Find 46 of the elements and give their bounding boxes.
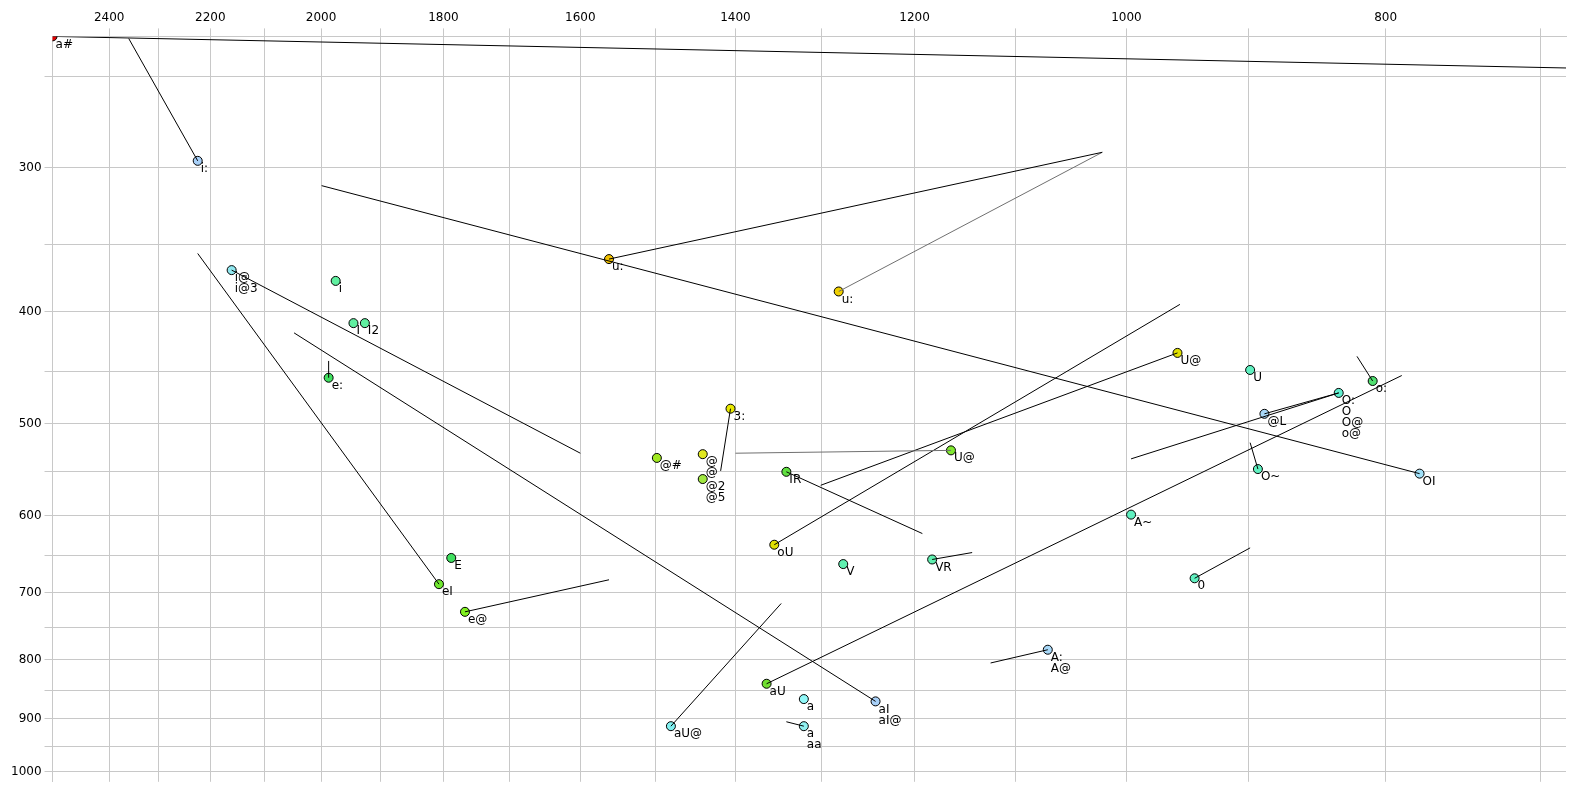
- y-tick-label: 800: [18, 651, 42, 666]
- x-tick-label: 2200: [195, 10, 226, 25]
- annotation: V: [846, 564, 856, 579]
- annotation: u:: [612, 259, 624, 274]
- annotation: VR: [935, 559, 952, 574]
- annotation: i:: [200, 160, 209, 175]
- y-tick-label: 400: [18, 304, 42, 319]
- x-tick-label: 1600: [565, 10, 596, 25]
- annotation: 3:: [733, 408, 746, 423]
- annotation: E: [454, 558, 462, 573]
- y-tick-label: 1000: [10, 763, 42, 778]
- annotation: i: [338, 281, 343, 296]
- annotation: eI: [441, 584, 453, 599]
- annotation: IR: [789, 471, 802, 486]
- annotation: A~: [1134, 514, 1153, 529]
- y-tick-label: 500: [18, 416, 42, 431]
- annotation: a: [806, 699, 815, 714]
- annotation: oU: [777, 544, 794, 559]
- x-tick-label: 2400: [93, 10, 125, 25]
- y-tick-label: 300: [18, 159, 42, 174]
- annotation: aU: [769, 683, 786, 698]
- annotation: 0: [1197, 578, 1206, 593]
- y-tick-label: 900: [18, 711, 42, 726]
- annotation: aU@: [673, 726, 703, 741]
- annotation: a#: [55, 36, 73, 51]
- annotation: @#: [659, 458, 682, 473]
- x-tick-label: 1000: [1111, 10, 1142, 25]
- annotation: U@: [953, 450, 975, 465]
- annotation: OI: [1422, 473, 1436, 488]
- x-tick-label: 1200: [899, 10, 930, 25]
- annotation: i@3: [234, 281, 258, 296]
- annotation: @L: [1267, 413, 1287, 428]
- annotation: e:: [331, 377, 344, 392]
- annotation: O~: [1260, 469, 1281, 484]
- annotation: I: [356, 323, 361, 338]
- annotation: u:: [841, 291, 854, 306]
- x-tick-label: 800: [1374, 10, 1398, 25]
- x-tick-label: 2000: [305, 10, 337, 25]
- annotation: e@: [467, 611, 488, 626]
- y-tick-label: 700: [18, 584, 42, 599]
- y-tick-label: 600: [18, 507, 42, 522]
- annotation: U: [1253, 370, 1262, 385]
- x-tick-label: 1800: [428, 10, 459, 25]
- x-tick-label: 1400: [720, 10, 751, 25]
- annotation: U@: [1180, 353, 1202, 368]
- annotation: I2: [367, 323, 380, 338]
